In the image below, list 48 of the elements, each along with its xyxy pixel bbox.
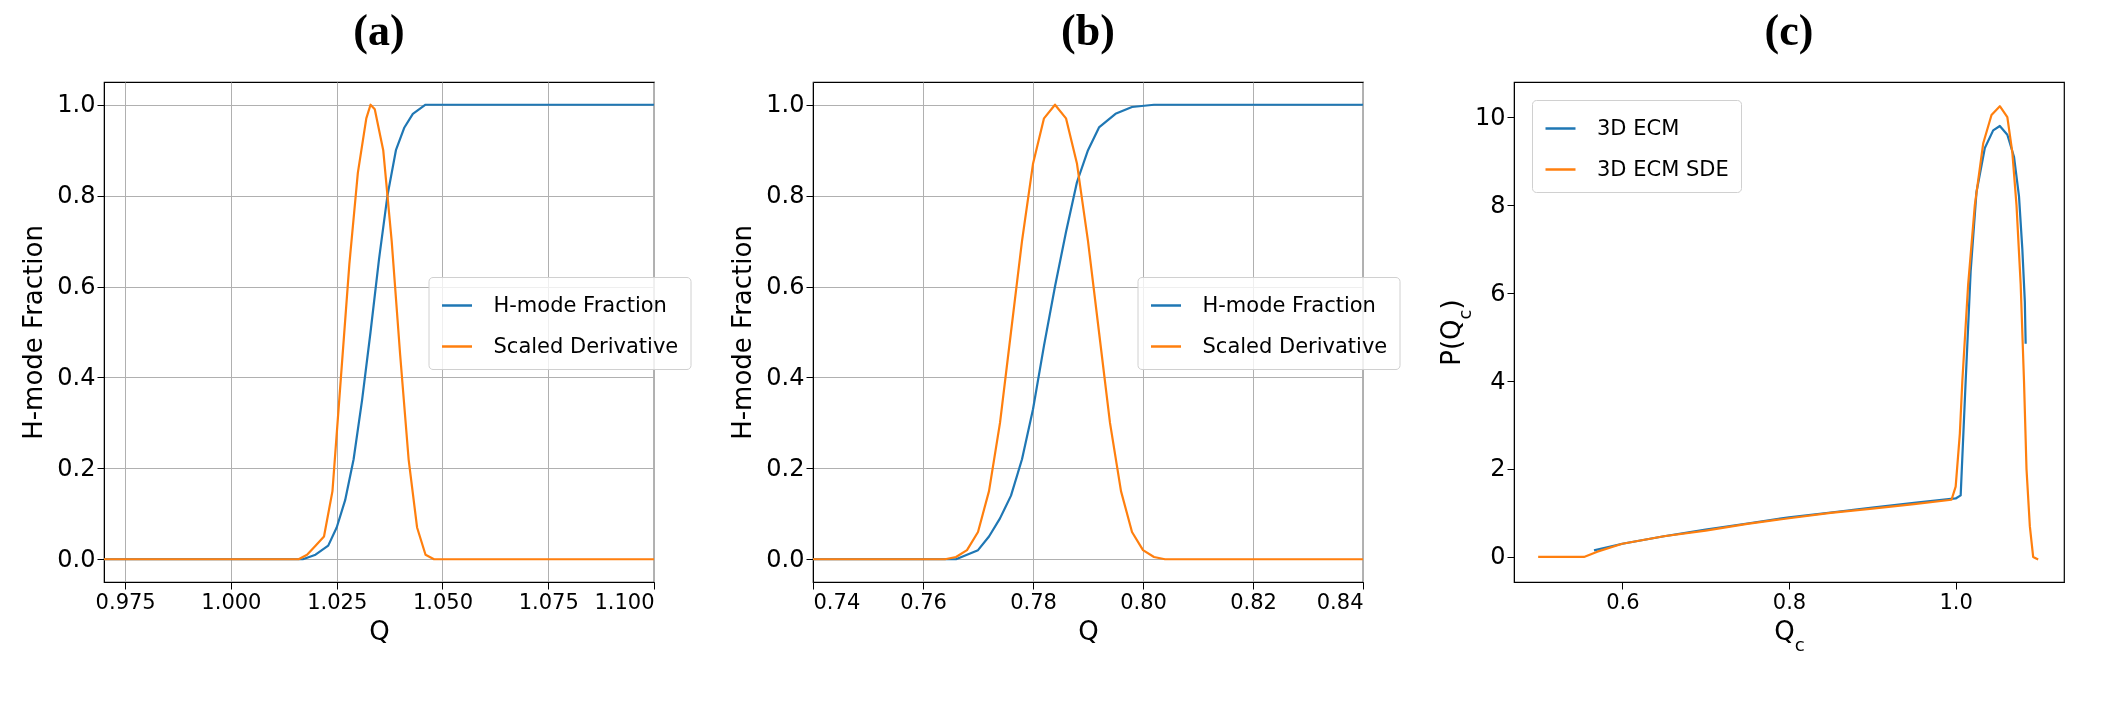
legend-label: Scaled Derivative [493, 333, 679, 358]
y-tick-label: 0.2 [766, 453, 805, 482]
x-tick-label: 0.975 [95, 589, 156, 614]
y-tick-label: 0.4 [57, 362, 96, 391]
y-tick-label: 0.8 [57, 181, 96, 210]
y-tick-label: 1.0 [57, 90, 96, 119]
y-tick-label: 4 [1490, 366, 1506, 395]
x-tick-label: 0.76 [900, 589, 947, 614]
y-tick-label: 0.4 [766, 362, 805, 391]
x-tick-label: 1.075 [518, 589, 579, 614]
legend-label: 3D ECM [1597, 115, 1680, 140]
y-tick-label: 0.6 [57, 272, 96, 301]
legend-label: 3D ECM SDE [1597, 156, 1729, 181]
legend-label: H-mode Fraction [1202, 292, 1376, 317]
x-tick-label: 0.84 [1316, 589, 1364, 614]
chart-title: (b) [1061, 6, 1115, 55]
legend-label: Scaled Derivative [1202, 333, 1388, 358]
y-tick-label: 0.2 [57, 453, 96, 482]
x-tick-label: 1.025 [307, 589, 368, 614]
y-tick-label: 2 [1490, 454, 1506, 483]
x-tick-label: 0.82 [1230, 589, 1277, 614]
x-tick-label: 1.100 [594, 589, 655, 614]
x-tick-label: 0.78 [1010, 589, 1057, 614]
y-axis-title: H-mode Fraction [18, 225, 49, 440]
y-tick-label: 1.0 [766, 90, 805, 119]
y-tick-label: 6 [1490, 278, 1506, 307]
chart-title: (a) [353, 6, 405, 55]
x-tick-label: 1.050 [412, 589, 474, 614]
y-tick-label: 10 [1474, 102, 1506, 131]
y-tick-label: 0.0 [766, 544, 805, 573]
x-tick-label: 1.0 [1939, 589, 1973, 614]
x-axis-title: Q [1078, 615, 1099, 646]
y-tick-label: 0 [1490, 542, 1506, 571]
x-tick-label: 1.000 [201, 589, 262, 614]
y-tick-label: 8 [1490, 190, 1506, 219]
legend-label: H-mode Fraction [493, 292, 667, 317]
y-tick-label: 0.8 [766, 181, 805, 210]
y-tick-label: 0.0 [57, 544, 96, 573]
x-tick-label: 0.6 [1606, 589, 1640, 614]
x-axis-title: Q$_{c}$ [1774, 615, 1805, 654]
chart-title: (c) [1764, 6, 1814, 55]
y-tick-label: 0.6 [766, 272, 805, 301]
x-tick-label: 0.8 [1772, 589, 1807, 614]
line-series [1537, 105, 2040, 561]
y-axis-title: H-mode Fraction [727, 225, 758, 440]
x-axis-title: Q [369, 615, 390, 646]
x-tick-label: 0.80 [1120, 589, 1167, 614]
x-tick-label: 0.74 [813, 589, 861, 614]
